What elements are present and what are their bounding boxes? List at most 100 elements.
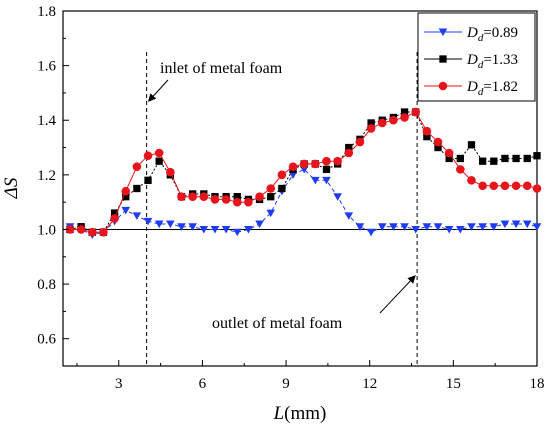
- data-point: [344, 148, 354, 158]
- data-point: [244, 197, 253, 207]
- data-point: [522, 181, 532, 191]
- data-point: [210, 195, 220, 204]
- data-series: [65, 107, 542, 240]
- data-point: [255, 220, 264, 229]
- series-2: [65, 107, 542, 237]
- data-point: [444, 226, 454, 234]
- data-point: [311, 176, 320, 185]
- data-point: [333, 156, 342, 166]
- x-tick-label: 12: [362, 376, 377, 392]
- data-point: [366, 228, 376, 237]
- data-point: [400, 223, 409, 231]
- data-point: [377, 223, 387, 231]
- data-point: [500, 181, 510, 191]
- data-point: [266, 184, 276, 193]
- legend-label: Dd=1.82: [466, 79, 518, 98]
- y-tick-label: 0.6: [37, 332, 56, 348]
- data-point: [210, 226, 220, 234]
- data-point: [166, 167, 175, 177]
- data-point: [366, 124, 376, 133]
- data-point: [244, 226, 253, 234]
- data-point: [500, 220, 510, 229]
- data-point: [155, 157, 163, 165]
- legend-label: Dd=1.33: [466, 52, 518, 71]
- annotation-arrow: [147, 79, 169, 102]
- data-point: [232, 197, 242, 207]
- data-point: [389, 223, 398, 231]
- legend-marker: [439, 55, 447, 63]
- data-point: [266, 209, 276, 218]
- data-point: [467, 176, 476, 185]
- data-point: [490, 157, 498, 165]
- data-point: [467, 223, 476, 231]
- y-tick-label: 1.2: [37, 168, 56, 184]
- data-point: [288, 162, 298, 171]
- data-point: [154, 220, 164, 229]
- data-point: [121, 206, 131, 215]
- series-line: [69, 168, 538, 236]
- y-tick-label: 1.6: [37, 59, 56, 75]
- data-point: [311, 159, 320, 169]
- data-point: [467, 141, 476, 149]
- legend-entry-0: Dd=0.89: [424, 25, 518, 44]
- y-tick-label: 1.8: [37, 4, 56, 20]
- data-point: [87, 227, 97, 237]
- x-tick-label: 9: [282, 376, 290, 392]
- data-point: [478, 181, 487, 191]
- data-point: [478, 157, 487, 165]
- legend: Dd=0.89 Dd=1.33 Dd=1.82: [417, 12, 536, 102]
- data-point: [456, 154, 464, 163]
- data-point: [345, 143, 353, 152]
- data-point: [121, 186, 131, 196]
- data-point: [277, 170, 287, 180]
- data-point: [478, 223, 487, 231]
- annotation-arrow: [379, 275, 416, 314]
- data-point: [299, 159, 309, 169]
- data-point: [511, 220, 521, 229]
- data-point: [132, 212, 142, 220]
- data-point: [532, 184, 542, 193]
- series-0: [65, 165, 542, 240]
- data-point: [144, 176, 152, 184]
- y-tick-label: 1.0: [37, 222, 56, 238]
- data-point: [188, 192, 197, 201]
- data-point: [344, 212, 354, 220]
- annotation-outlet: outlet of metal foam: [212, 315, 343, 332]
- annotation-inlet: inlet of metal foam: [160, 60, 283, 77]
- data-point: [99, 227, 108, 237]
- data-point: [512, 154, 520, 163]
- x-tick-label: 6: [199, 376, 207, 392]
- annotations: inlet of metal foam outlet of metal foam: [147, 60, 416, 332]
- data-point: [355, 137, 365, 147]
- data-point: [433, 223, 443, 231]
- data-point: [288, 171, 298, 179]
- data-point: [232, 228, 242, 237]
- data-point: [133, 184, 141, 193]
- y-axis-title: ΔS: [1, 177, 22, 199]
- x-tick-label: 18: [530, 376, 545, 392]
- data-point: [221, 195, 231, 204]
- y-tick-label: 1.4: [37, 113, 56, 129]
- legend-marker: [438, 28, 448, 37]
- data-point: [400, 108, 409, 116]
- data-point: [199, 192, 209, 201]
- data-point: [110, 214, 119, 223]
- data-point: [444, 148, 454, 158]
- data-point: [333, 193, 342, 201]
- data-point: [188, 223, 197, 231]
- x-axis-title: L(mm): [273, 403, 327, 424]
- data-point: [533, 152, 541, 160]
- data-point: [199, 226, 209, 234]
- data-point: [489, 181, 499, 191]
- data-point: [65, 225, 75, 234]
- data-point: [434, 143, 442, 152]
- data-point: [532, 223, 542, 231]
- data-point: [267, 193, 275, 201]
- data-point: [166, 220, 175, 229]
- y-tick-label: 0.8: [37, 277, 56, 293]
- data-point: [511, 181, 521, 191]
- data-point: [456, 226, 465, 234]
- data-point: [233, 193, 241, 201]
- data-point: [355, 223, 365, 231]
- data-point: [389, 115, 398, 125]
